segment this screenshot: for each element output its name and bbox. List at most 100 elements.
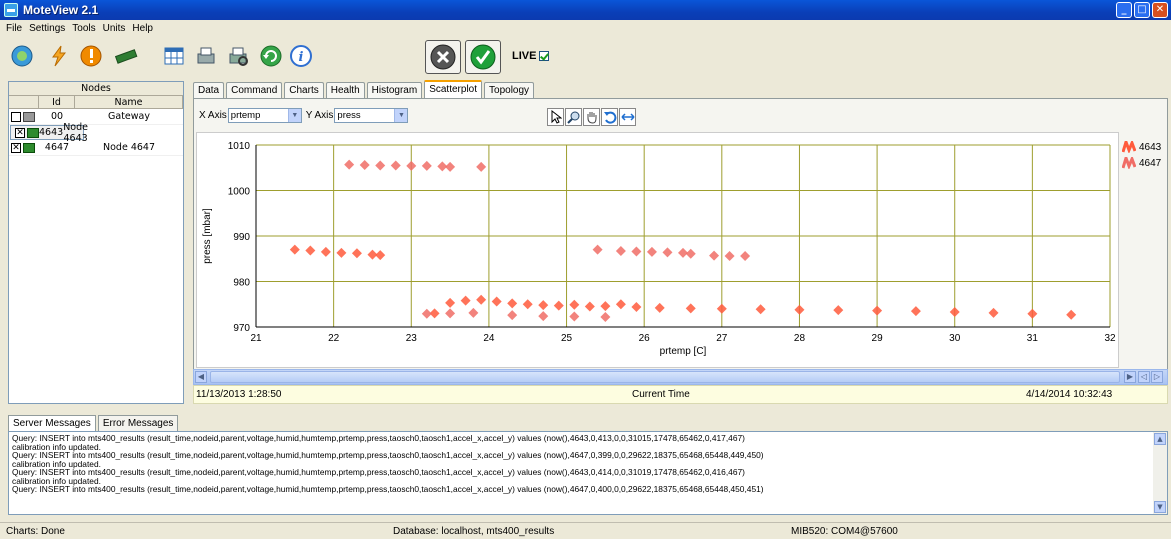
data-point (445, 308, 456, 319)
node-checkbox[interactable]: ✕ (15, 127, 25, 138)
menu-file[interactable]: File (6, 23, 23, 34)
alert-icon[interactable] (77, 42, 105, 70)
time-start: 11/13/2013 1:28:50 (196, 389, 282, 400)
node-checkbox[interactable]: ✕ (11, 142, 21, 153)
lightning-icon[interactable] (45, 42, 73, 70)
menu-help[interactable]: Help (132, 23, 153, 34)
column-name[interactable]: Name (75, 96, 183, 108)
refresh-icon[interactable] (257, 42, 285, 70)
print-icon[interactable] (192, 42, 220, 70)
node-checkbox[interactable] (11, 111, 21, 122)
y-tick-label: 1000 (228, 187, 251, 198)
data-point (375, 160, 386, 171)
pointer-icon[interactable] (547, 108, 564, 126)
log-scrollbar[interactable]: ▲ ▼ (1153, 432, 1167, 514)
nodes-panel: Nodes Id Name 00 Gateway ✕ 4643 Node 464… (8, 81, 184, 404)
menu-units[interactable]: Units (102, 23, 126, 34)
node-id: 00 (50, 111, 64, 122)
title-bar: MoteView 2.1 _ □ ✕ (0, 0, 1171, 20)
message-log[interactable]: Query: INSERT into mts400_results (resul… (8, 431, 1168, 515)
log-line: Query: INSERT into mts400_results (resul… (12, 484, 764, 494)
y-tick-label: 970 (233, 323, 250, 334)
x-tick-label: 29 (872, 333, 884, 344)
data-point (522, 299, 533, 310)
undo-zoom-icon[interactable] (601, 108, 618, 126)
mote-board-icon[interactable] (112, 42, 140, 70)
info-icon[interactable]: i (287, 42, 315, 70)
data-point (351, 248, 362, 259)
data-point (678, 247, 688, 258)
live-checkbox[interactable] (539, 51, 550, 61)
data-point (421, 160, 432, 171)
tab-scatterplot[interactable]: Scatterplot (424, 80, 483, 98)
maximize-button[interactable]: □ (1134, 2, 1150, 18)
tab-command[interactable]: Command (226, 82, 283, 98)
data-point (491, 296, 502, 307)
minimize-button[interactable]: _ (1116, 2, 1132, 18)
scroll-thumb[interactable] (210, 371, 1120, 383)
status-port: MIB520: COM4@57600 (791, 526, 898, 537)
scroll-up-icon[interactable]: ▲ (1154, 433, 1166, 445)
tab-charts[interactable]: Charts (284, 82, 324, 98)
scatterplot[interactable]: 21 22 23 24 25 26 27 28 29 30 31 32 970 980 990 1000 101… (197, 133, 1118, 367)
print-preview-icon[interactable] (224, 42, 252, 70)
fit-horizontal-icon[interactable] (619, 108, 636, 126)
data-point (390, 160, 401, 171)
status-bar: Charts: Done Database: localhost, mts400… (0, 522, 1171, 539)
scroll-last-icon[interactable]: ▷ (1151, 371, 1163, 383)
x-tick-label: 32 (1104, 333, 1116, 344)
time-scrollbar[interactable]: ◀ ▶ ◁ ▷ (193, 369, 1168, 385)
tab-health[interactable]: Health (325, 82, 365, 98)
x-tick-label: 27 (716, 333, 728, 344)
node-row-4647[interactable]: ✕ 4647 Node 4647 (9, 140, 183, 156)
tab-server-messages[interactable]: Server Messages (8, 415, 96, 431)
stop-button[interactable] (425, 40, 461, 74)
data-point (569, 299, 580, 310)
x-axis-label: prtemp [C] (660, 346, 707, 357)
y-axis-select[interactable]: press ▼ (334, 108, 409, 123)
data-point (833, 305, 844, 316)
pan-hand-icon[interactable] (583, 108, 600, 126)
node-id: 4643 (39, 127, 64, 138)
scroll-down-icon[interactable]: ▼ (1154, 501, 1166, 513)
table-icon[interactable] (160, 42, 188, 70)
menu-tools[interactable]: Tools (72, 23, 96, 34)
legend-item-4643[interactable]: 4643 (1122, 139, 1161, 155)
svg-text:i: i (299, 50, 304, 65)
x-axis-select[interactable]: prtemp ▼ (227, 108, 302, 123)
x-tick-label: 24 (483, 333, 495, 344)
tab-data[interactable]: Data (193, 82, 225, 98)
tab-error-messages[interactable]: Error Messages (97, 415, 179, 431)
data-point (988, 307, 999, 318)
log-line: Query: INSERT into mts400_results (resul… (12, 467, 745, 477)
connect-icon[interactable] (8, 42, 36, 70)
nodes-header: Nodes (9, 82, 183, 96)
data-point (631, 301, 642, 312)
node-row-gateway[interactable]: 00 Gateway (9, 109, 183, 125)
data-point (631, 246, 642, 257)
close-window-button[interactable]: ✕ (1152, 2, 1168, 18)
tab-topology[interactable]: Topology (484, 82, 535, 98)
data-point (654, 302, 665, 313)
start-button[interactable] (465, 40, 501, 74)
mote-icon (27, 127, 39, 138)
column-id[interactable]: Id (39, 96, 75, 108)
data-point (615, 246, 626, 257)
menu-settings[interactable]: Settings (29, 23, 66, 34)
live-toggle[interactable]: LIVE (512, 50, 550, 62)
scatter-chart-area[interactable]: 21 22 23 24 25 26 27 28 29 30 31 32 970 980 990 1000 101… (196, 132, 1119, 368)
scroll-right-icon[interactable]: ▶ (1124, 371, 1136, 383)
tab-histogram[interactable]: Histogram (366, 82, 423, 98)
data-point (336, 247, 347, 258)
data-point (615, 299, 626, 310)
data-point (584, 301, 595, 312)
zoom-icon[interactable] (565, 108, 582, 126)
data-point (569, 311, 580, 322)
view-tabs: Data Command Charts Health Histogram Sca… (193, 80, 535, 98)
scroll-left-icon[interactable]: ◀ (195, 371, 207, 383)
time-end: 4/14/2014 10:32:43 (1026, 389, 1113, 400)
log-line: Query: INSERT into mts400_results (resul… (12, 450, 764, 460)
scroll-first-icon[interactable]: ◁ (1138, 371, 1150, 383)
legend-item-4647[interactable]: 4647 (1122, 155, 1161, 171)
node-row-4643[interactable]: ✕ 4643 Node 4643 (10, 122, 88, 144)
